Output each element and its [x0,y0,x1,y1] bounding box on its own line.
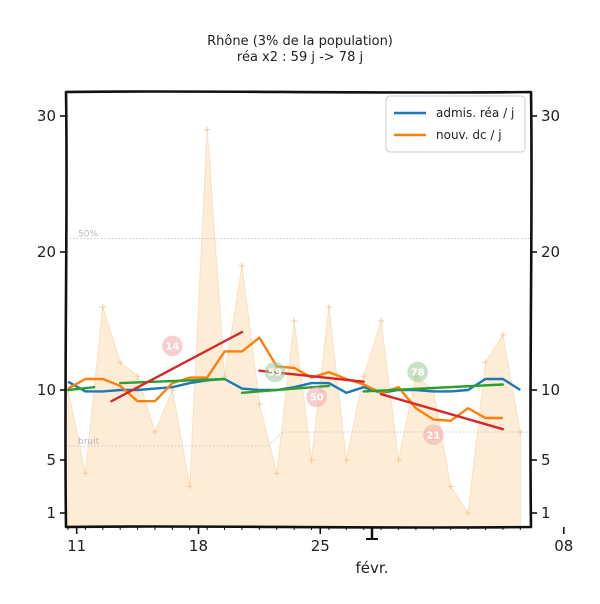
y-tick-label-left: 10 [37,381,56,399]
reference-line [66,431,531,447]
background-marker [238,262,245,269]
background-marker [273,470,280,477]
doubling-badge-label: 50 [310,393,324,404]
doubling-badge [407,361,428,383]
y-tick-label-left: 20 [37,243,56,261]
trend-segment [379,393,505,431]
legend-label: nouv. dc / j [436,128,502,142]
background-marker [99,304,106,311]
background-marker [256,401,263,407]
legend-box [385,95,526,153]
background-marker [482,359,489,366]
legend-label: admis. réa / j [436,106,514,120]
background-marker [360,373,367,380]
background-marker [378,318,385,324]
doubling-badge-label: 14 [165,341,179,352]
background-marker [395,457,402,463]
background-marker [151,429,158,435]
y-tick-label-right: 5 [541,451,551,469]
x-tick-label: 18 [189,537,208,555]
background-marker [499,331,506,338]
y-tick-label-left: 30 [37,107,56,125]
background-marker [291,318,298,324]
background-marker [325,304,332,311]
x-tick-label: 08 [554,537,573,555]
doubling-badge-label: 78 [411,368,425,379]
y-tick-label-left: 1 [46,504,56,522]
y-tick-label-left: 5 [46,451,56,469]
background-marker [82,470,89,477]
doubling-badge [306,386,328,408]
reference-label: bruit [78,437,100,447]
chart-subtitle: réa x2 : 59 j -> 78 j [237,50,363,65]
reference-label: 50% [78,229,98,239]
trend-segment [362,383,505,393]
x-tick-label: 11 [67,537,86,555]
x-month-label: févr. [356,559,389,577]
background-marker [134,373,141,380]
background-marker [117,359,124,366]
doubling-badge [264,361,286,383]
doubling-badge [162,335,183,357]
plot-frame [64,90,533,529]
doubling-badge-label: 59 [268,368,282,379]
background-marker [308,457,315,463]
x-tick-label: 25 [311,537,330,555]
y-tick-label-right: 10 [541,381,560,399]
doubling-badge [423,424,444,446]
background-marker [204,126,211,133]
trend-segment [66,386,96,392]
trend-segment [110,330,244,403]
background-marker [465,510,472,516]
chart-title: Rhône (3% de la population) [207,34,393,49]
background-marker [447,483,454,490]
trend-segment [119,377,226,385]
y-tick-label-right: 20 [541,243,560,261]
series-line [67,336,503,422]
background-marker [343,457,350,463]
doubling-badge-label: 21 [426,430,440,441]
y-tick-label-right: 30 [541,107,560,125]
background-area [67,129,521,528]
background-marker [186,483,193,490]
series-line [67,377,521,394]
y-tick-label-right: 1 [541,504,551,522]
plot-layer: 50% bruit 14 59 50 78 21 1 5 10 20 30 1 5 10 20 30 11 18 25… [37,90,573,555]
